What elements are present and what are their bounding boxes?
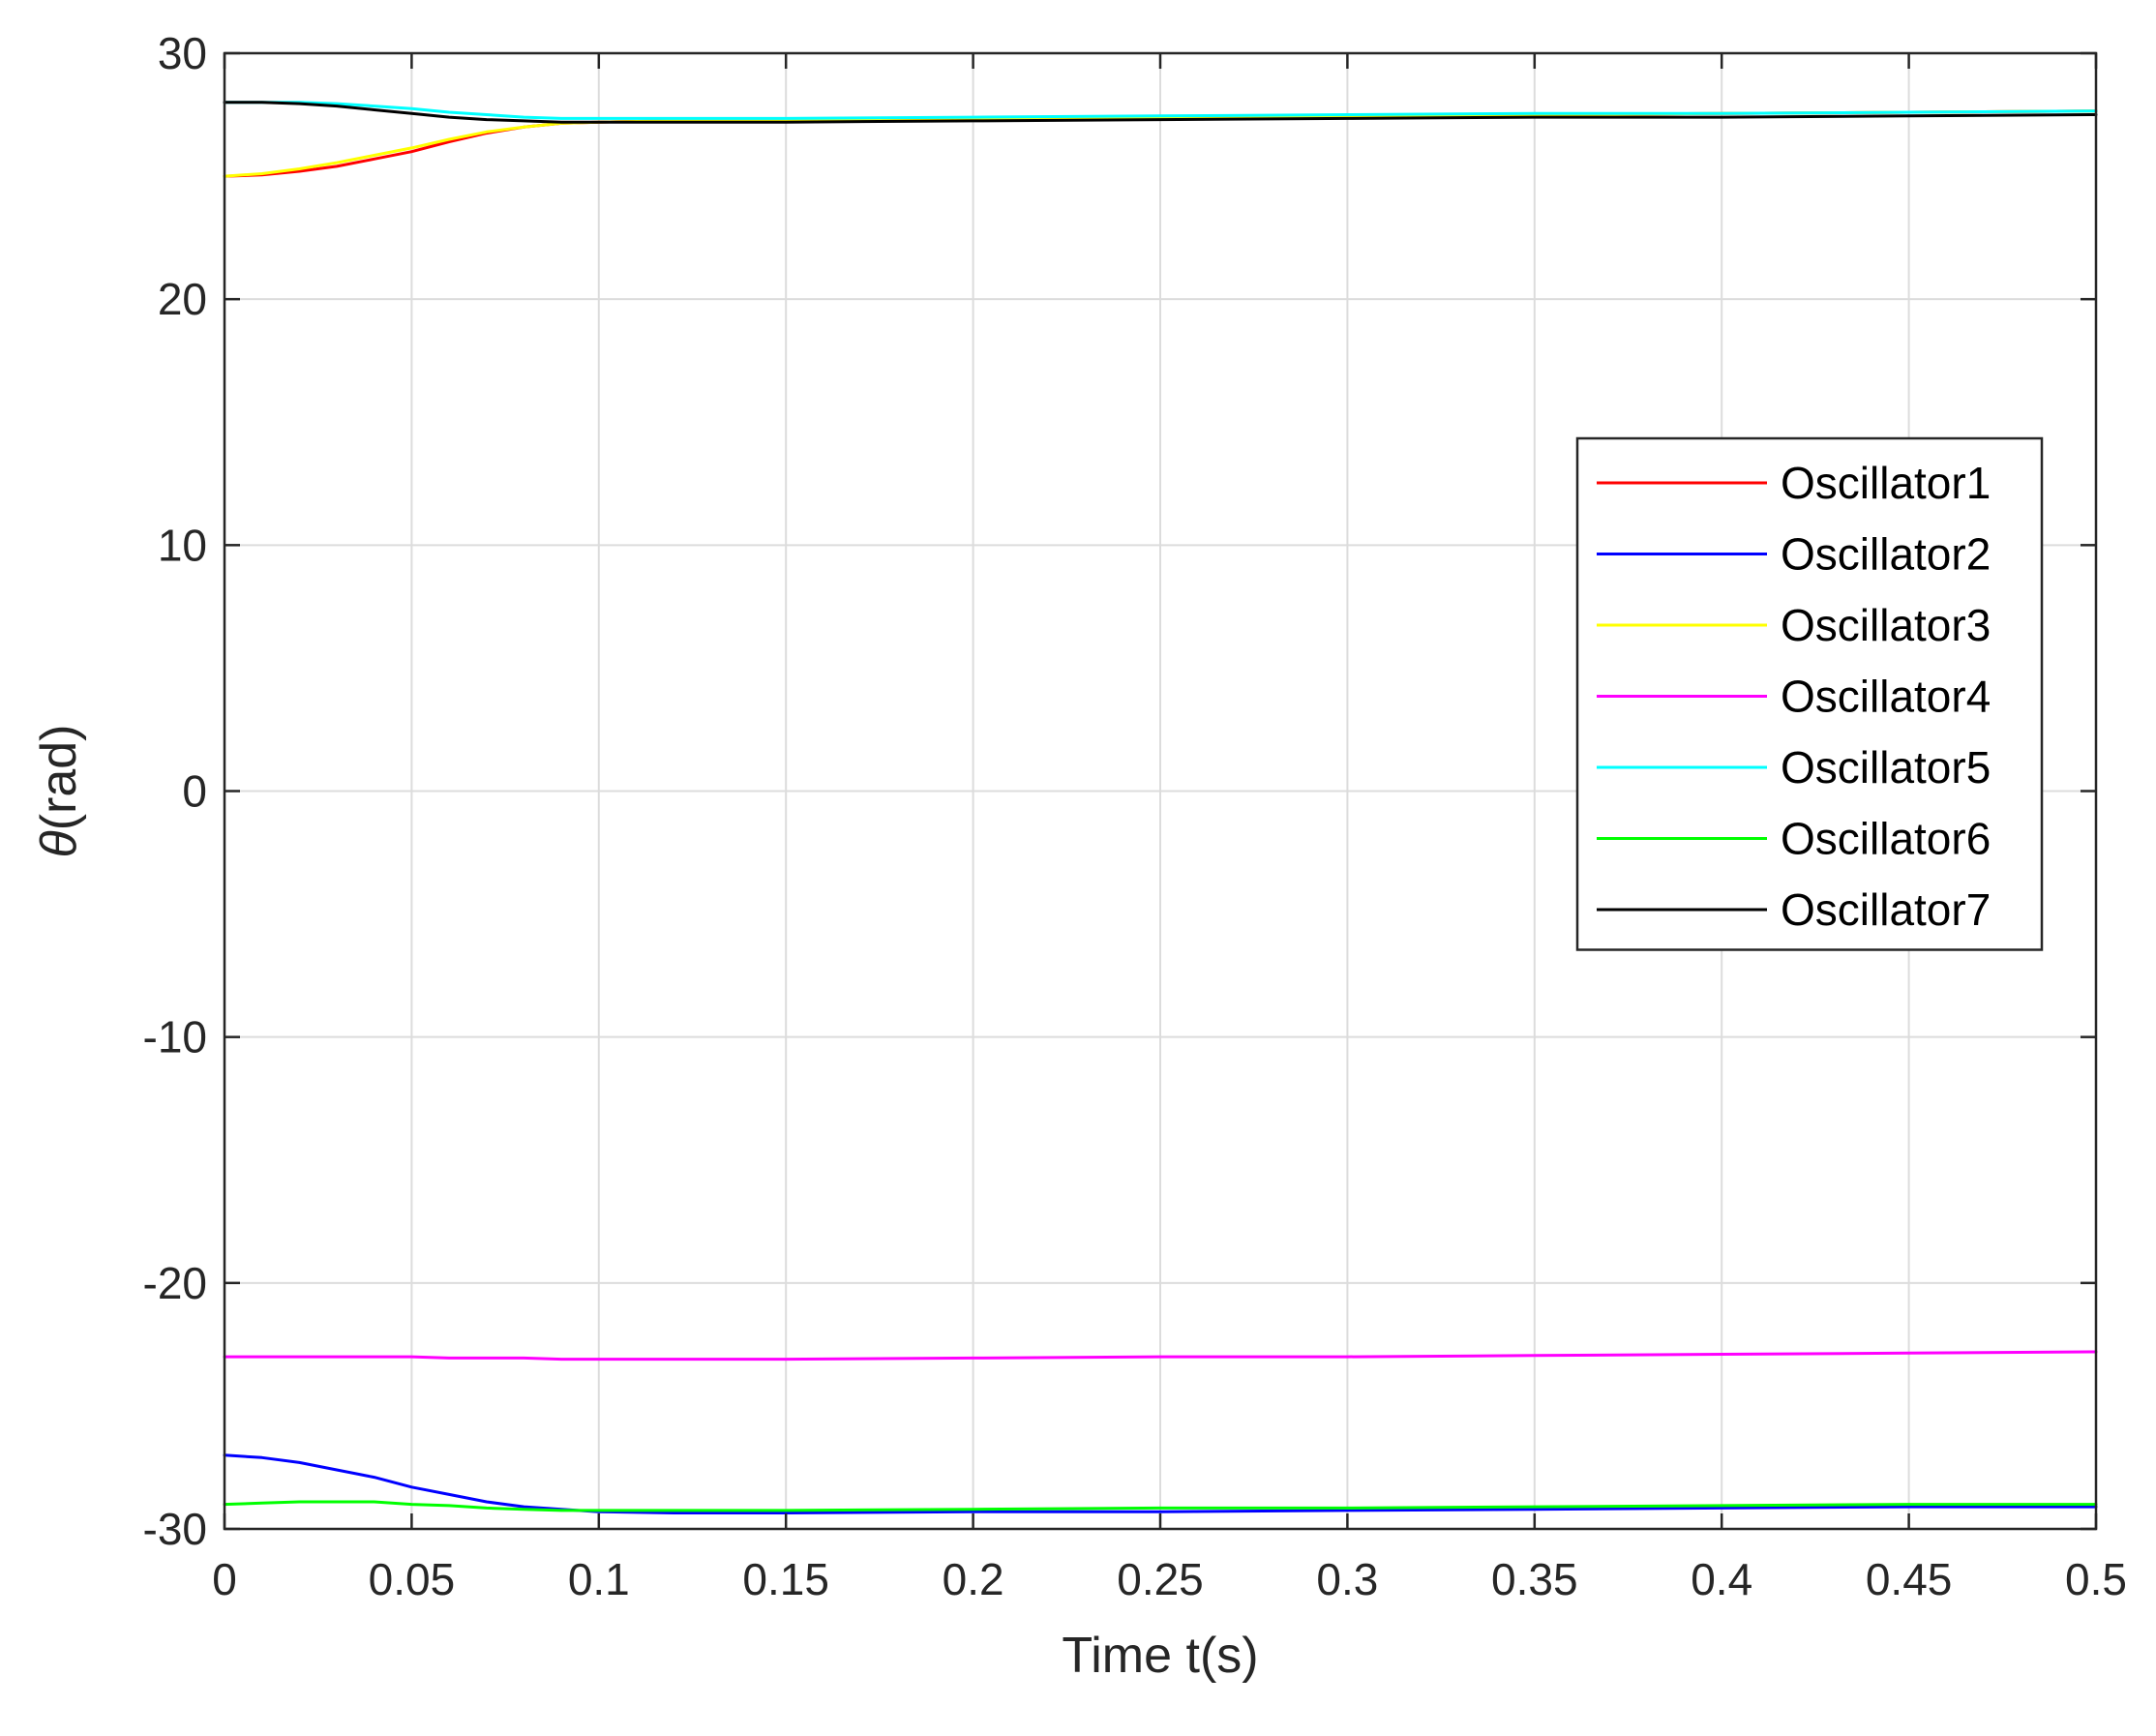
x-tick-label: 0.35 (1491, 1554, 1578, 1604)
legend-label: Oscillator1 (1781, 458, 1991, 508)
y-tick-labels: -30 -20 -10 0 10 20 30 (143, 28, 207, 1554)
y-axis-symbol: θ (31, 830, 87, 857)
x-tick-label: 0.1 (568, 1554, 630, 1604)
x-tick-label: 0.15 (742, 1554, 829, 1604)
legend-label: Oscillator5 (1781, 742, 1991, 793)
y-tick-label: 20 (158, 274, 207, 324)
series-line-oscillator7 (223, 101, 2098, 124)
y-tick-label: 30 (158, 28, 207, 78)
series-line-oscillator4 (223, 1350, 2098, 1362)
legend-label: Oscillator4 (1781, 672, 1991, 722)
series-line-oscillator6 (223, 1500, 2098, 1512)
y-tick-label: -30 (143, 1504, 207, 1554)
y-tick-label: -20 (143, 1258, 207, 1308)
y-axis-label: θ(rad) (31, 724, 87, 857)
x-tick-label: 0.05 (369, 1554, 456, 1604)
legend-label: Oscillator7 (1781, 884, 1991, 935)
legend-label: Oscillator6 (1781, 814, 1991, 864)
series-line-oscillator5 (223, 101, 2098, 120)
legend-label: Oscillator2 (1781, 529, 1991, 580)
x-tick-label: 0.3 (1316, 1554, 1378, 1604)
y-tick-label: 10 (158, 520, 207, 570)
x-tick-label: 0.5 (2065, 1554, 2127, 1604)
plot-series (223, 101, 2098, 1514)
legend-box (1575, 436, 2044, 951)
y-tick-label: 0 (182, 766, 207, 817)
x-tick-label: 0.25 (1117, 1554, 1204, 1604)
x-axis-label: Time t(s) (1062, 1628, 1258, 1684)
x-tick-labels: 0 0.05 0.1 0.15 0.2 0.25 0.3 0.35 0.4 0.45 0.5 (212, 1554, 2127, 1604)
x-tick-label: 0.4 (1691, 1554, 1752, 1604)
x-tick-label: 0 (212, 1554, 237, 1604)
legend: Oscillator1 Oscillator2 Oscillator3 Oscilla… (1575, 436, 2044, 951)
x-tick-label: 0.2 (943, 1554, 1004, 1604)
tick-marks (223, 51, 2098, 1531)
x-tick-label: 0.45 (1866, 1554, 1953, 1604)
legend-label: Oscillator3 (1781, 600, 1991, 650)
y-axis-unit: (rad) (31, 724, 87, 830)
y-tick-label: -10 (143, 1012, 207, 1063)
